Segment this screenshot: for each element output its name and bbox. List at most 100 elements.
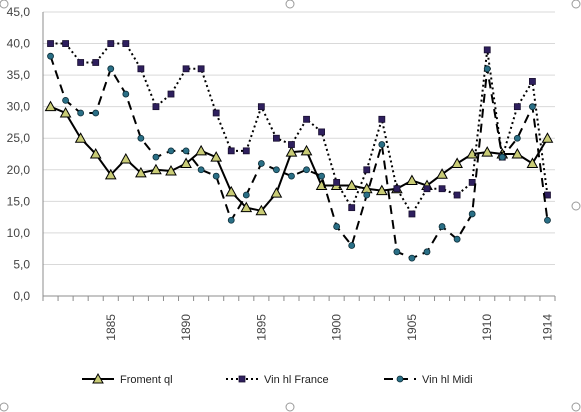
data-point-vin-hl-france [513, 103, 521, 111]
x-tick-label: 1890 [179, 314, 193, 341]
data-point-froment-ql [74, 132, 87, 143]
y-axis-tick-labels: 0,0 5,0 10,0 15,0 20,0 25,0 30,0 35,0 40,0 45,0 [7, 5, 31, 303]
series-line-vin-hl-midi [49, 55, 549, 260]
x-tick-label: 1914 [540, 314, 554, 341]
data-point-vin-hl-midi [288, 172, 295, 180]
legend-label-vin-hl-france: Vin hl France [264, 374, 329, 386]
data-point-froment-ql [436, 168, 448, 179]
data-point-froment-ql [104, 168, 117, 180]
y-tick-label: 10,0 [7, 226, 31, 240]
data-point-vin-hl-france [363, 166, 371, 174]
data-point-vin-hl-midi [498, 153, 506, 161]
x-tick-label: 1895 [254, 314, 268, 341]
data-point-vin-hl-france [453, 191, 461, 199]
data-point-vin-hl-midi [393, 248, 401, 256]
data-point-froment-ql [44, 100, 57, 112]
data-point-froment-ql [375, 184, 388, 196]
data-point-vin-hl-midi [438, 223, 446, 230]
data-point-vin-hl-midi [257, 160, 265, 167]
data-point-vin-hl-midi [333, 223, 341, 230]
data-point-vin-hl-france [167, 90, 175, 98]
gridlines [43, 11, 555, 265]
data-point-vin-hl-midi [423, 248, 431, 256]
data-point-vin-hl-midi [348, 242, 356, 249]
data-point-vin-hl-france [197, 65, 205, 73]
data-point-vin-hl-midi [318, 172, 325, 180]
data-point-vin-hl-midi [92, 109, 100, 117]
data-point-vin-hl-midi [62, 96, 69, 104]
data-point-vin-hl-france [92, 59, 100, 66]
y-tick-label: 20,0 [7, 163, 31, 177]
y-tick-label: 30,0 [7, 100, 31, 114]
series-line-vin-hl-france [50, 42, 549, 215]
y-tick-label: 15,0 [7, 194, 31, 208]
x-tick-label: 1900 [330, 314, 344, 341]
legend-marker-froment-ql [92, 372, 104, 384]
data-point-vin-hl-france [77, 59, 85, 66]
data-point-vin-hl-france [242, 147, 250, 155]
data-point-vin-hl-france [318, 128, 325, 136]
data-point-vin-hl-france [348, 204, 356, 212]
data-point-froment-ql [180, 157, 192, 168]
data-point-vin-hl-midi [77, 109, 85, 117]
data-point-froment-ql [451, 157, 463, 168]
y-tick-label: 5,0 [13, 257, 30, 271]
data-point-vin-hl-midi [453, 235, 461, 243]
data-point-vin-hl-midi [468, 210, 476, 218]
data-point-froment-ql [225, 185, 238, 197]
data-point-vin-hl-france [393, 185, 401, 193]
data-point-froment-ql [135, 166, 147, 178]
axes [42, 12, 556, 301]
data-point-vin-hl-midi [529, 103, 536, 111]
data-point-froment-ql [526, 157, 539, 168]
data-point-froment-ql [345, 179, 358, 191]
data-point-vin-hl-france [423, 185, 431, 193]
data-point-froment-ql [481, 146, 494, 157]
y-tick-label: 35,0 [7, 68, 31, 82]
data-point-froment-ql [195, 144, 207, 156]
data-point-vin-hl-france [107, 40, 115, 47]
data-point-vin-hl-france [212, 109, 220, 117]
series-group [44, 40, 554, 262]
data-point-vin-hl-france [408, 210, 416, 218]
y-tick-label: 40,0 [7, 37, 31, 51]
data-point-froment-ql [89, 147, 102, 159]
data-point-vin-hl-midi [273, 166, 280, 174]
data-point-vin-hl-france [303, 115, 310, 123]
legend-marker-vin-hl-midi [396, 375, 404, 383]
x-tick-label: 1885 [104, 314, 118, 341]
data-point-froment-ql [285, 146, 298, 157]
data-point-vin-hl-midi [197, 166, 205, 174]
data-point-froment-ql [240, 201, 253, 213]
data-point-vin-hl-midi [47, 52, 54, 60]
data-point-vin-hl-france [468, 178, 476, 186]
data-point-vin-hl-midi [544, 216, 551, 224]
data-point-vin-hl-france [378, 115, 386, 123]
data-point-froment-ql [59, 106, 72, 118]
resize-handle [0, 0, 9, 9]
data-point-vin-hl-midi [107, 65, 115, 73]
data-point-froment-ql [119, 153, 132, 164]
data-point-vin-hl-france [438, 185, 446, 193]
data-point-vin-hl-midi [408, 254, 416, 262]
data-point-vin-hl-france [257, 103, 265, 111]
resize-handle [571, 201, 581, 211]
data-point-vin-hl-france [122, 40, 130, 47]
resize-handle [285, 402, 295, 412]
data-point-vin-hl-midi [303, 166, 310, 174]
data-point-vin-hl-france [137, 65, 145, 73]
data-point-vin-hl-france [273, 134, 280, 142]
data-point-vin-hl-france [288, 141, 295, 148]
data-point-vin-hl-midi [378, 141, 386, 148]
data-point-froment-ql [300, 144, 313, 156]
data-point-froment-ql [150, 163, 162, 175]
data-point-froment-ql [270, 187, 283, 198]
x-tick-label: 1905 [405, 314, 419, 341]
data-point-froment-ql [210, 151, 223, 162]
data-point-vin-hl-france [182, 65, 190, 73]
data-point-vin-hl-midi [167, 147, 175, 155]
data-point-vin-hl-midi [137, 134, 145, 142]
data-point-vin-hl-france [227, 147, 235, 155]
data-point-vin-hl-midi [182, 147, 190, 155]
